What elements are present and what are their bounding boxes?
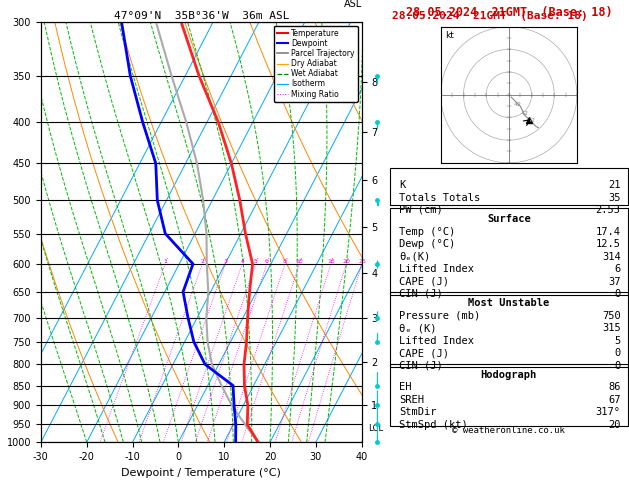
Text: 314: 314	[602, 252, 621, 261]
Text: 21: 21	[608, 180, 621, 190]
Text: EH: EH	[399, 382, 412, 392]
Text: 750: 750	[602, 311, 621, 321]
Text: 16: 16	[327, 259, 335, 264]
Text: 5: 5	[253, 259, 258, 264]
Text: 0: 0	[615, 289, 621, 299]
Text: θₑ(K): θₑ(K)	[399, 252, 431, 261]
Text: Surface: Surface	[487, 214, 531, 225]
Legend: Temperature, Dewpoint, Parcel Trajectory, Dry Adiabat, Wet Adiabat, Isotherm, Mi: Temperature, Dewpoint, Parcel Trajectory…	[274, 26, 358, 102]
Text: LCL: LCL	[368, 423, 383, 433]
Text: 86: 86	[608, 382, 621, 392]
Bar	[390, 208, 628, 295]
Text: SREH: SREH	[399, 395, 425, 405]
Text: kt: kt	[445, 31, 454, 40]
Text: K: K	[399, 180, 406, 190]
Text: CIN (J): CIN (J)	[399, 361, 443, 370]
Text: 3: 3	[223, 259, 227, 264]
Text: 10: 10	[296, 259, 303, 264]
Text: 20: 20	[342, 259, 350, 264]
Text: CAPE (J): CAPE (J)	[399, 277, 450, 287]
Bar	[390, 364, 628, 426]
Title: 47°09'N  35B°36'W  36m ASL: 47°09'N 35B°36'W 36m ASL	[113, 11, 289, 21]
Text: 2.53: 2.53	[596, 205, 621, 215]
Text: 25: 25	[358, 259, 366, 264]
Text: Lifted Index: Lifted Index	[399, 336, 474, 346]
Text: PW (cm): PW (cm)	[399, 205, 443, 215]
Text: 42: 42	[514, 102, 522, 107]
Text: 20: 20	[608, 419, 621, 430]
Text: θₑ (K): θₑ (K)	[399, 323, 437, 333]
Bar	[390, 292, 628, 367]
Text: 2: 2	[201, 259, 204, 264]
Text: 0: 0	[615, 361, 621, 370]
Text: 67: 67	[608, 395, 621, 405]
Text: Pressure (mb): Pressure (mb)	[399, 311, 481, 321]
Text: © weatheronline.co.uk: © weatheronline.co.uk	[452, 426, 565, 435]
Text: 0: 0	[615, 348, 621, 358]
Text: 6: 6	[265, 259, 269, 264]
Text: 17.4: 17.4	[596, 227, 621, 237]
Text: Dewp (°C): Dewp (°C)	[399, 239, 456, 249]
Text: 42: 42	[528, 118, 535, 123]
Text: CAPE (J): CAPE (J)	[399, 348, 450, 358]
Text: Totals Totals: Totals Totals	[399, 192, 481, 203]
Text: Lifted Index: Lifted Index	[399, 264, 474, 274]
Text: 12.5: 12.5	[596, 239, 621, 249]
Text: 5: 5	[615, 336, 621, 346]
Text: 28.05.2024  21GMT  (Base: 18): 28.05.2024 21GMT (Base: 18)	[406, 6, 612, 19]
Text: Most Unstable: Most Unstable	[468, 298, 550, 308]
Text: 4: 4	[240, 259, 244, 264]
Text: 28.05.2024  21GMT  (Base: 18): 28.05.2024 21GMT (Base: 18)	[392, 11, 587, 21]
X-axis label: Dewpoint / Temperature (°C): Dewpoint / Temperature (°C)	[121, 468, 281, 478]
Text: 317°: 317°	[596, 407, 621, 417]
Text: 37: 37	[608, 277, 621, 287]
Text: CIN (J): CIN (J)	[399, 289, 443, 299]
Text: 35: 35	[608, 192, 621, 203]
Text: StmSpd (kt): StmSpd (kt)	[399, 419, 468, 430]
Text: km
ASL: km ASL	[343, 0, 362, 9]
Text: 42: 42	[521, 111, 529, 116]
Text: 315: 315	[602, 323, 621, 333]
Text: StmDir: StmDir	[399, 407, 437, 417]
Text: Temp (°C): Temp (°C)	[399, 227, 456, 237]
Text: Hodograph: Hodograph	[481, 370, 537, 380]
Text: 6: 6	[615, 264, 621, 274]
Bar	[390, 168, 628, 205]
Text: 1: 1	[164, 259, 167, 264]
Text: 8: 8	[283, 259, 287, 264]
